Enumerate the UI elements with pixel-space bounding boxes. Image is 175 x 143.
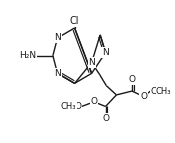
Text: CH₃: CH₃	[156, 87, 172, 96]
Text: O: O	[140, 92, 147, 101]
Text: O: O	[150, 87, 158, 96]
Text: N: N	[54, 33, 61, 42]
Text: O: O	[128, 75, 135, 84]
Text: O: O	[90, 97, 97, 106]
Text: CH₃: CH₃	[61, 102, 76, 111]
Text: H₂N: H₂N	[19, 51, 36, 60]
Text: O: O	[75, 102, 82, 111]
Text: N: N	[88, 58, 95, 67]
Text: N: N	[54, 69, 61, 78]
Text: O: O	[102, 114, 109, 123]
Text: Cl: Cl	[70, 16, 79, 26]
Text: N: N	[102, 48, 109, 57]
